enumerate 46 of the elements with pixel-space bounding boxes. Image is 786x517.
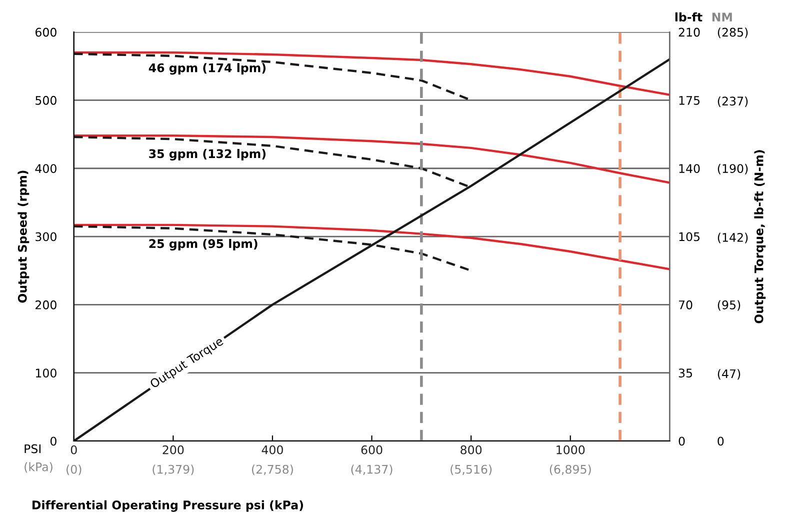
y3-tick-label: (142)	[718, 232, 748, 244]
y-axis-title: Output Speed (rpm)	[18, 170, 30, 303]
y-tick-label: 400	[35, 164, 56, 174]
annotation: 46 gpm (174 lpm)	[148, 63, 266, 75]
y3-tick-label: (190)	[718, 164, 748, 174]
x-tick-label: 800	[460, 445, 482, 454]
x2-tick-label: (1,379)	[152, 464, 194, 476]
x-axis-title: Differential Operating Pressure psi (kPa)	[32, 500, 303, 512]
text: PSI	[24, 444, 41, 454]
y-tick-label: 300	[36, 232, 56, 242]
y2-tick-label: 0	[678, 436, 685, 446]
y2-tick-label: 105	[679, 232, 700, 242]
y-tick-label: 500	[36, 96, 56, 105]
y3-tick-label: (237)	[718, 96, 748, 107]
y2-tick-label: 35	[678, 368, 692, 378]
x2-tick-label: (2,758)	[252, 464, 293, 476]
text: (kPa)	[24, 462, 52, 473]
y2-axis-title: Output Torque, lb-ft (N-m)	[754, 150, 766, 324]
annotation: 35 gpm (132 lpm)	[149, 148, 266, 160]
y3-tick-label: 0	[718, 436, 724, 446]
x-tick-label: 1000	[556, 445, 585, 454]
y-tick-label: 0	[50, 436, 56, 446]
x2-tick-label: (6,895)	[550, 464, 591, 476]
y2-tick-label: 70	[678, 300, 692, 310]
x-tick-label: 200	[162, 445, 184, 454]
y-tick-label: 600	[36, 28, 56, 37]
y2-tick-label: 175	[679, 96, 700, 105]
text: lb-ft	[675, 12, 702, 22]
y3-tick-label: (95)	[718, 300, 740, 311]
text: NM	[712, 12, 732, 22]
line-series	[74, 224, 670, 270]
line-series	[74, 134, 670, 184]
x2-tick-label: (4,137)	[351, 464, 392, 476]
x2-tick-label: (0)	[66, 464, 82, 476]
x-tick-label: 0	[70, 445, 77, 454]
y2-tick-label: 210	[678, 28, 700, 37]
y-tick-label: 100	[36, 368, 56, 378]
annotation: 25 gpm (95 lpm)	[149, 238, 258, 250]
y3-tick-label: (285)	[718, 28, 748, 38]
x-tick-label: 600	[361, 445, 382, 454]
line-series	[74, 51, 670, 96]
y3-tick-label: (47)	[718, 369, 740, 380]
y-tick-label: 200	[36, 300, 56, 310]
x-tick-label: 400	[262, 445, 283, 454]
y2-tick-label: 140	[679, 164, 700, 174]
x2-tick-label: (5,516)	[450, 464, 492, 476]
